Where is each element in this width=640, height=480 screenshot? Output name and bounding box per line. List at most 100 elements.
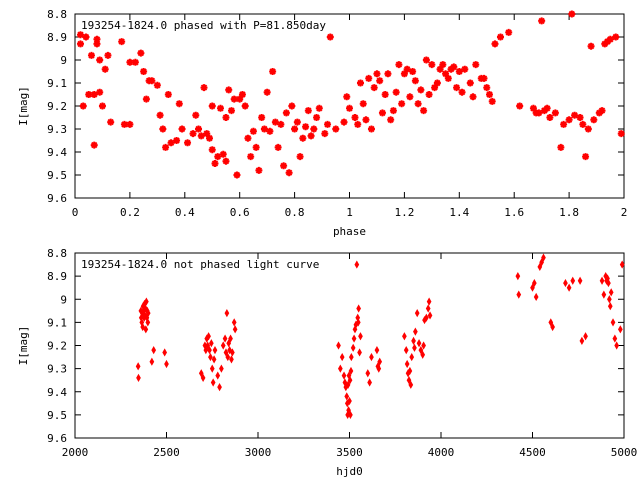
data-point xyxy=(230,348,235,357)
data-point xyxy=(348,410,353,419)
data-point xyxy=(143,325,149,334)
data-point xyxy=(612,334,618,343)
data-point xyxy=(277,120,285,128)
data-point xyxy=(420,350,426,359)
data-point xyxy=(222,157,230,165)
data-point xyxy=(357,348,362,357)
data-point xyxy=(249,127,257,135)
x-tick-label: 3000 xyxy=(245,446,272,459)
data-point xyxy=(400,70,408,78)
x-tick-label: 2500 xyxy=(153,446,180,459)
data-point xyxy=(336,341,341,350)
data-point xyxy=(164,91,172,98)
data-point xyxy=(576,114,584,121)
data-point xyxy=(550,322,555,332)
data-point xyxy=(326,33,334,41)
data-point xyxy=(408,380,414,389)
data-point xyxy=(374,346,380,355)
data-point xyxy=(332,125,340,133)
data-point xyxy=(565,116,573,124)
data-point xyxy=(211,160,219,167)
data-point xyxy=(198,369,204,378)
data-point xyxy=(87,51,95,59)
data-point xyxy=(266,127,274,135)
data-point xyxy=(539,258,544,267)
data-point xyxy=(376,364,382,373)
data-point xyxy=(421,341,426,350)
data-point xyxy=(175,100,183,108)
data-point xyxy=(324,120,332,128)
data-point xyxy=(156,111,164,119)
data-point xyxy=(447,65,455,73)
data-point xyxy=(531,278,537,288)
x-tick-label: 1.4 xyxy=(449,206,469,219)
y-tick-label: 8.8 xyxy=(47,247,67,260)
data-point xyxy=(418,346,424,355)
data-point xyxy=(93,40,101,48)
x-tick-label: 1.2 xyxy=(394,206,414,219)
data-point xyxy=(120,120,128,128)
data-point xyxy=(211,355,217,364)
data-point xyxy=(480,74,488,82)
data-point xyxy=(219,150,227,158)
data-point xyxy=(98,102,106,110)
data-point xyxy=(354,120,362,128)
data-point xyxy=(406,93,414,101)
data-point xyxy=(159,125,167,133)
y-axis-label: I[mag] xyxy=(17,86,30,126)
data-point xyxy=(282,109,290,117)
data-point xyxy=(222,334,228,343)
data-point xyxy=(425,91,433,98)
data-point xyxy=(76,31,84,39)
data-point xyxy=(469,93,477,101)
data-point xyxy=(530,283,535,292)
data-point xyxy=(395,61,403,69)
data-point xyxy=(458,88,466,96)
data-point xyxy=(483,84,491,92)
data-point xyxy=(389,107,397,115)
data-point xyxy=(145,318,151,327)
data-point xyxy=(548,318,554,327)
x-tick-label: 1 xyxy=(346,206,353,219)
x-tick-label: 0 xyxy=(72,206,79,219)
data-point xyxy=(208,146,216,154)
data-point xyxy=(341,371,347,380)
data-point xyxy=(606,278,611,288)
data-point xyxy=(416,339,422,348)
x-tick-label: 5000 xyxy=(611,446,638,459)
data-point xyxy=(436,65,444,73)
data-point xyxy=(533,292,539,302)
data-point xyxy=(206,332,211,341)
data-point xyxy=(347,376,353,385)
data-point xyxy=(422,56,430,64)
data-point xyxy=(601,40,609,48)
data-point xyxy=(135,362,141,371)
data-point xyxy=(491,40,499,48)
data-point xyxy=(587,42,595,50)
data-point xyxy=(285,169,293,177)
data-point xyxy=(373,70,381,78)
data-point xyxy=(407,366,413,376)
data-point xyxy=(104,51,112,59)
data-point xyxy=(351,114,359,121)
data-point xyxy=(280,162,288,170)
data-point xyxy=(412,343,417,352)
data-point xyxy=(540,107,548,115)
data-point xyxy=(225,86,233,94)
data-point xyxy=(85,91,93,98)
data-point xyxy=(200,84,208,92)
data-point xyxy=(411,77,419,85)
x-tick-label: 4000 xyxy=(428,446,455,459)
data-point xyxy=(238,91,246,98)
data-point xyxy=(614,341,620,350)
data-point xyxy=(136,373,141,382)
data-point xyxy=(579,336,585,345)
data-point xyxy=(148,77,156,85)
data-point xyxy=(612,33,620,41)
data-point xyxy=(571,111,579,119)
data-point xyxy=(570,276,576,285)
data-point xyxy=(381,91,389,98)
data-point xyxy=(224,309,230,318)
data-point xyxy=(403,65,411,73)
x-tick-label: 2 xyxy=(621,206,628,219)
